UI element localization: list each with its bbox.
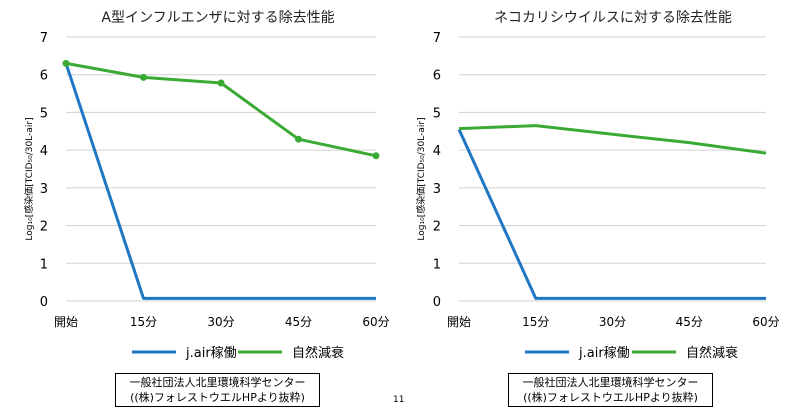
x-tick-label: 30分 [599,315,626,329]
legend-label: 自然減衰 [686,345,738,361]
x-tick-label: 15分 [522,315,549,329]
y-tick-label: 5 [433,106,441,121]
y-tick-label: 1 [433,257,441,272]
y-tick-label: 6 [433,69,441,84]
data-point [217,79,225,87]
source-line-1: 一般社団法人北里環境科学センター [129,376,306,389]
source-line-2: ((株)フォレストウエルHPより抜粋) [523,391,698,404]
x-tick-label: 開始 [54,315,78,329]
series-line [457,128,766,300]
y-tick-label: 1 [40,257,48,272]
x-tick-label: 45分 [676,315,703,329]
x-tick-label: 45分 [285,315,312,329]
y-tick-label: 3 [40,182,48,197]
series-line [65,61,377,158]
y-tick-label: 2 [433,220,441,235]
source-box-right: 一般社団法人北里環境科学センター ((株)フォレストウエルHPより抜粋) [508,373,713,407]
data-point [140,73,147,81]
x-tick-label: 15分 [130,315,157,329]
y-tick-label: 6 [40,69,48,84]
x-tick-label: 60分 [362,315,389,329]
y-tick-label: 4 [433,144,441,159]
y-axis-label: Log₁₀[感染価[TCID₅₀/30L-air] [415,117,427,240]
y-tick-label: 4 [40,144,48,159]
data-point [62,59,70,67]
source-line-2: ((株)フォレストウエルHPより抜粋) [130,391,305,404]
x-tick-label: 30分 [207,315,234,329]
legend-label: j.air稼働 [578,346,630,361]
chart-title: A型インフルエンザに対する除去性能 [101,10,334,26]
y-tick-label: 2 [40,220,48,235]
source-box-left: 一般社団法人北里環境科学センター ((株)フォレストウエルHPより抜粋) [115,373,320,407]
page-number: 11 [393,395,405,405]
y-tick-label: 0 [40,295,48,310]
legend-label: 自然減衰 [292,345,344,361]
y-tick-label: 7 [433,31,441,46]
data-point [372,152,380,160]
y-tick-label: 0 [433,295,441,310]
data-point [295,135,302,143]
chart-1: A型インフルエンザに対する除去性能 0 1 2 3 4 5 6 7 開始 15分 30分 45分 60分 L… [23,10,390,361]
series-line [458,124,767,155]
chart-title: ネコカリシウイルスに対する除去性能 [494,10,732,26]
legend-label: j.air稼働 [185,346,237,361]
y-tick-label: 5 [40,106,48,121]
x-tick-label: 60分 [752,315,779,329]
source-line-1: 一般社団法人北里環境科学センター [522,376,699,389]
y-axis-label: Log₁₀[感染価[TCID₅₀/30L-air] [23,117,35,240]
series-line [64,62,376,300]
y-tick-label: 7 [40,31,48,46]
x-tick-label: 開始 [447,315,471,329]
chart-2: ネコカリシウイルスに対する除去性能 0 1 2 3 4 5 6 7 開始 15分 30分 45分 60分 L… [415,10,780,361]
y-tick-label: 3 [433,182,441,197]
